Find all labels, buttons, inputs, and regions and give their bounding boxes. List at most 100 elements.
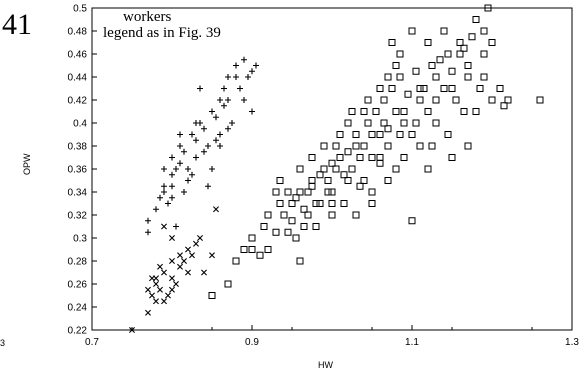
square-point <box>320 165 328 173</box>
axis-ticks: 0.7 0.9 1.1 1.3 0.22 0.24 0.26 0.28 0.3 0.32 0.34 0… <box>68 4 580 349</box>
plus-point <box>193 137 199 144</box>
square-point <box>248 246 256 253</box>
plus-point <box>177 131 183 138</box>
square-point <box>360 108 368 115</box>
square-point <box>360 142 368 150</box>
square-point <box>388 39 396 46</box>
cross-point <box>177 252 183 259</box>
plus-point <box>161 189 167 195</box>
plus-point <box>225 125 231 132</box>
square-point <box>372 108 380 115</box>
square-point <box>432 96 440 104</box>
plus-point <box>249 68 255 75</box>
square-point <box>448 85 456 92</box>
plus-point <box>169 154 175 161</box>
plus-point <box>221 102 227 109</box>
plus-point <box>209 108 215 115</box>
square-point <box>312 200 320 207</box>
cross-point <box>189 252 195 259</box>
square-point <box>264 211 272 219</box>
plus-point <box>221 85 227 92</box>
square-point <box>488 96 496 104</box>
square-point <box>340 200 348 207</box>
plus-point <box>197 85 203 92</box>
square-point <box>472 108 480 115</box>
square-point <box>384 125 392 133</box>
square-point <box>488 39 496 46</box>
square-point <box>312 223 320 230</box>
cross-point <box>209 252 215 259</box>
plus-point <box>229 120 235 126</box>
square-point <box>348 165 356 173</box>
cross-point <box>185 246 191 253</box>
plus-point <box>169 183 175 190</box>
plus-point <box>209 166 215 172</box>
square-point <box>276 177 284 184</box>
square-point <box>308 154 316 161</box>
square-point <box>352 211 360 219</box>
y-tick-label: 0.4 <box>73 119 87 130</box>
x-tick-label: 0.9 <box>245 337 259 348</box>
plus-point <box>185 166 191 172</box>
cross-point <box>165 292 171 299</box>
y-tick-label: 0.38 <box>68 142 88 153</box>
square-point <box>332 142 340 150</box>
square-point <box>368 131 376 138</box>
plus-point <box>189 171 195 178</box>
plus-point <box>169 171 175 178</box>
square-point <box>436 56 444 64</box>
plus-point <box>177 160 183 167</box>
cross-point <box>177 263 183 270</box>
square-point <box>440 27 448 35</box>
square-point <box>396 131 404 138</box>
square-point <box>328 188 336 196</box>
plus-point <box>161 166 167 172</box>
square-point <box>368 188 376 196</box>
square-point <box>392 165 400 173</box>
plus-point <box>153 206 159 213</box>
square-point <box>480 27 488 35</box>
square-point <box>468 33 476 41</box>
cross-point <box>145 309 151 316</box>
square-point <box>424 39 432 46</box>
y-tick-label: 0.22 <box>68 326 88 337</box>
square-point <box>316 171 324 179</box>
square-point <box>428 62 436 69</box>
square-point <box>416 96 424 104</box>
square-point <box>304 211 312 219</box>
y-tick-label: 0.3 <box>73 234 87 245</box>
square-point <box>376 131 384 138</box>
plus-point <box>217 143 223 149</box>
square-point <box>428 142 436 150</box>
square-point <box>416 85 424 92</box>
square-point <box>504 96 512 104</box>
plus-point <box>241 56 247 63</box>
square-point <box>496 85 504 92</box>
plus-point <box>193 154 199 161</box>
annotation-legend-reference: legend as in Fig. 39 <box>103 25 221 41</box>
square-point <box>432 73 440 81</box>
y-tick-label: 0.42 <box>68 96 88 107</box>
square-point <box>328 159 336 167</box>
square-point <box>352 131 360 138</box>
square-point <box>452 96 460 104</box>
square-point <box>368 154 376 161</box>
square-point <box>276 200 284 207</box>
figure-number: 41 <box>2 8 32 41</box>
plus-point <box>245 74 251 80</box>
square-point <box>408 217 416 225</box>
plus-point <box>145 217 151 224</box>
cross-point <box>185 269 191 276</box>
square-point <box>380 119 388 127</box>
square-point <box>392 62 400 69</box>
square-point <box>296 165 304 173</box>
annotation-workers: workers <box>123 9 172 25</box>
y-tick-label: 0.44 <box>68 73 88 84</box>
square-point <box>476 85 484 92</box>
square-point <box>280 211 288 219</box>
square-point <box>404 90 412 98</box>
plus-point <box>233 62 239 69</box>
cross-point <box>181 258 187 264</box>
square-point <box>272 188 280 196</box>
